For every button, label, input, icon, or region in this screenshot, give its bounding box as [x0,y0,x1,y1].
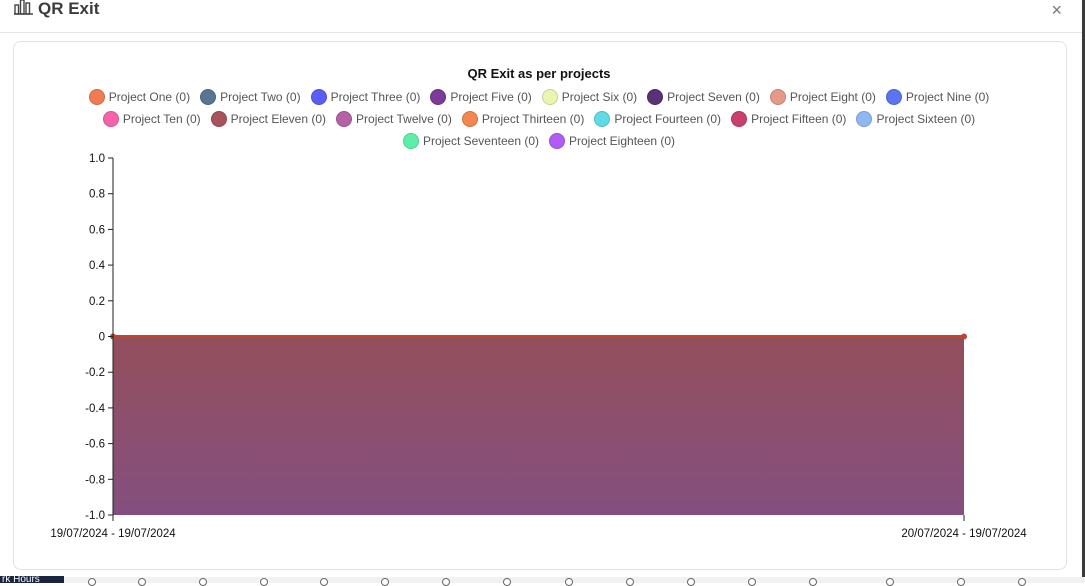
legend-row: Project One (0) Project Two (0) Project Th… [0,89,1078,105]
x-tick-label: 20/07/2024 - 19/07/2024 [901,528,1027,540]
legend-swatch [210,111,227,127]
legend-label: Project Five (0) [450,90,532,104]
y-tick-label: 0.4 [89,260,106,272]
legend-label: Project Eighteen (0) [569,134,676,148]
legend-item[interactable]: Project Twelve (0) [336,111,452,127]
legend-label: Project Seven (0) [667,90,760,104]
legend-item[interactable]: Project One (0) [88,89,191,105]
legend-swatch [461,111,478,127]
legend-label: Project Fourteen (0) [614,112,722,126]
background-circle-icon [138,578,146,586]
legend-item[interactable]: Project Fourteen (0) [594,111,721,127]
y-tick-label: -0.8 [85,474,105,486]
legend-swatch [200,89,217,105]
legend-label: Project Six (0) [561,90,638,104]
legend-label: Project Seventeen (0) [422,134,539,148]
legend-label: Project Three (0) [330,90,421,104]
legend-swatch [336,111,353,127]
legend-swatch [856,111,873,127]
background-circle-icon [199,578,207,586]
y-tick-label: 1.0 [89,153,105,165]
background-circle-icon [1018,578,1026,586]
legend-swatch [541,89,558,105]
legend-swatch [310,89,327,105]
y-tick-label: 0.2 [89,296,105,308]
background-circle-icon [748,578,756,586]
legend-label: Project Ten (0) [122,112,201,126]
modal-title: QR Exit [14,0,99,20]
legend-swatch [402,133,419,149]
legend-swatch [731,111,748,127]
legend-swatch [102,111,119,127]
background-circle-icon [260,578,268,586]
legend-swatch [594,111,611,127]
legend-label: Project One (0) [108,90,191,104]
background-circle-icon [503,578,511,586]
y-tick-label: 0.6 [89,224,105,236]
y-tick-label: 0 [99,332,105,344]
legend-item[interactable]: Project Seventeen (0) [402,133,539,149]
legend-row: Project Ten (0) Project Eleven (0) Project… [0,111,1078,127]
background-circle-icon [809,578,817,586]
legend-swatch [430,89,447,105]
legend-item[interactable]: Project Eight (0) [769,89,876,105]
legend-item[interactable]: Project Ten (0) [102,111,201,127]
legend-row: Project Seventeen (0) Project Eighteen (0… [0,133,1078,149]
background-circle-icon [687,578,695,586]
legend-item[interactable]: Project Six (0) [541,89,638,105]
modal-title-text: QR Exit [38,0,100,18]
legend-item[interactable]: Project Eleven (0) [210,111,327,127]
legend-label: Project Fifteen (0) [751,112,847,126]
background-circle-icon [88,578,96,586]
legend-item[interactable]: Project Eighteen (0) [549,133,675,149]
y-tick-label: -0.6 [85,439,105,451]
legend-swatch [88,89,105,105]
legend-item[interactable]: Project Five (0) [430,89,532,105]
legend-item[interactable]: Project Thirteen (0) [461,111,585,127]
x-tick-label: 19/07/2024 - 19/07/2024 [50,528,176,540]
legend-label: Project Sixteen (0) [876,112,976,126]
legend-swatch [647,89,664,105]
legend-label: Project Eight (0) [789,90,876,104]
y-tick-label: -1.0 [85,510,105,522]
y-tick-label: 0.8 [89,189,105,201]
background-circle-icon [381,578,389,586]
legend-item[interactable]: Project Two (0) [200,89,301,105]
modal-header: QR Exit × [0,0,1082,33]
data-point [961,333,967,340]
background-nav-tag: rk Hours [0,576,64,583]
legend-item[interactable]: Project Three (0) [310,89,421,105]
background-circle-icon [886,578,894,586]
legend-label: Project Nine (0) [905,90,990,104]
background-circle-icon [320,578,328,586]
legend-item[interactable]: Project Seven (0) [647,89,760,105]
legend-label: Project Eleven (0) [230,112,327,126]
close-button[interactable]: × [1051,0,1062,20]
bar-chart-icon [14,0,34,20]
background-circle-icon [957,578,965,586]
y-tick-label: -0.2 [85,367,105,379]
background-window-edge [1082,0,1085,583]
legend-label: Project Twelve (0) [356,112,452,126]
background-circle-icon [442,578,450,586]
legend-item[interactable]: Project Sixteen (0) [856,111,975,127]
background-circle-icon [626,578,634,586]
background-page-strip [0,577,1085,586]
legend-item[interactable]: Project Fifteen (0) [731,111,846,127]
chart-title: QR Exit as per projects [467,66,611,81]
background-circle-icon [565,578,573,586]
legend-item[interactable]: Project Nine (0) [885,89,990,105]
legend-label: Project Two (0) [220,90,301,104]
legend-label: Project Thirteen (0) [481,112,585,126]
y-tick-label: -0.4 [85,403,105,415]
area-fill [113,336,964,515]
legend-swatch [769,89,786,105]
legend-swatch [549,133,565,149]
legend-swatch [885,89,902,105]
